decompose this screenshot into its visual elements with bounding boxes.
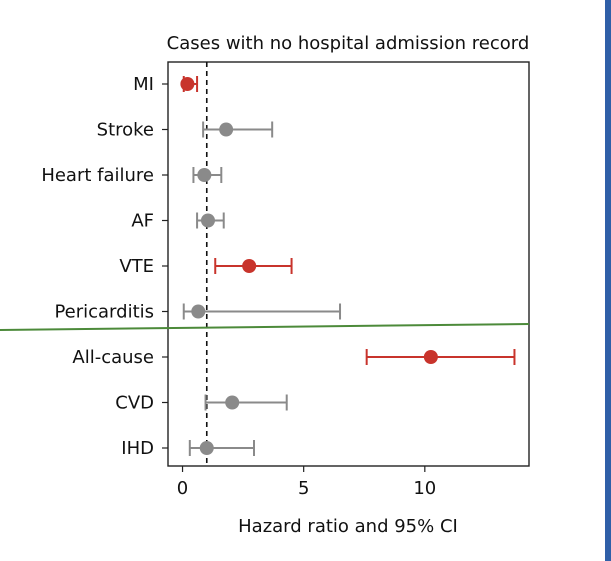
x-tick-label: 5: [298, 478, 309, 499]
point-estimate: [180, 77, 195, 91]
x-tick-label: 10: [413, 478, 436, 499]
y-tick-label: IHD: [121, 438, 154, 459]
y-tick-label: VTE: [119, 256, 154, 277]
y-tick-label: MI: [133, 74, 154, 95]
y-tick-label: CVD: [115, 393, 154, 414]
outcome-row: Stroke: [97, 120, 274, 141]
point-estimate: [200, 213, 215, 228]
y-tick-label: All-cause: [72, 347, 154, 368]
outcome-row: All-cause: [72, 347, 516, 368]
point-estimate: [423, 350, 438, 364]
group-separator-line: [0, 323, 530, 331]
y-tick-label: Heart failure: [41, 165, 154, 186]
y-tick-label: Stroke: [97, 120, 154, 141]
chart-title: Cases with no hospital admission record: [167, 33, 530, 54]
outcome-row: MI: [133, 74, 199, 95]
window-edge-band: [605, 0, 611, 561]
point-estimate: [197, 168, 212, 182]
outcome-row: IHD: [121, 438, 256, 459]
point-estimate: [225, 395, 240, 410]
point-estimate: [219, 122, 234, 137]
x-axis-label: Hazard ratio and 95% CI: [238, 516, 458, 537]
y-tick-label: Pericarditis: [54, 302, 154, 323]
outcome-row: AF: [131, 211, 225, 232]
outcome-row: Heart failure: [41, 165, 223, 186]
y-tick-label: AF: [131, 211, 154, 232]
outcome-row: Pericarditis: [54, 302, 342, 323]
outcome-row: VTE: [119, 256, 293, 277]
point-estimate: [242, 259, 257, 273]
x-tick-label: 0: [177, 478, 188, 499]
plot-frame: [167, 61, 530, 467]
point-estimate: [199, 441, 214, 455]
outcome-row: CVD: [115, 393, 288, 414]
point-estimate: [191, 304, 206, 319]
